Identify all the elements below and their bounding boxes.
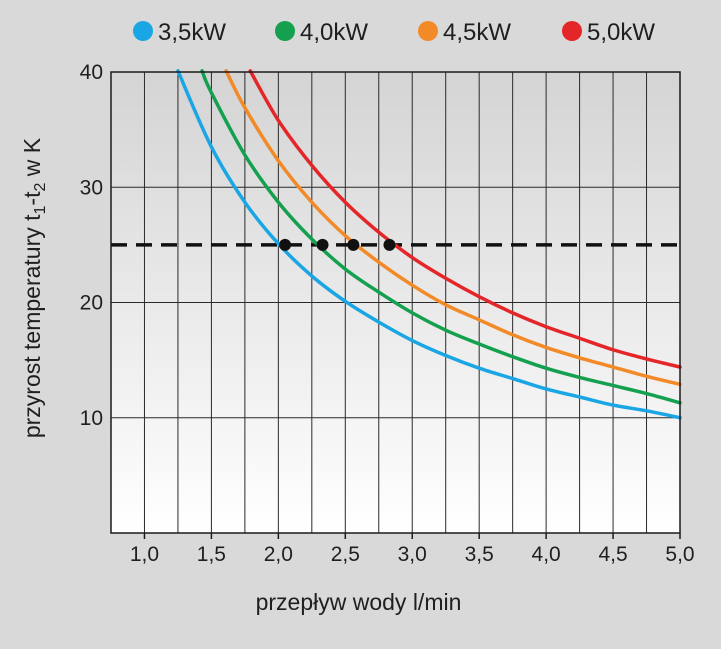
x-tick-label: 1,5 [197, 543, 226, 566]
x-tick-label: 1,0 [130, 543, 159, 566]
legend-label-4kw: 4,0kW [300, 19, 368, 46]
legend-swatch-5kw [562, 21, 582, 41]
legend: 3,5kW 4,0kW 4,5kW 5,0kW [133, 19, 655, 46]
legend-label-3.5kw: 3,5kW [158, 19, 226, 46]
y-axis-label: przyrost temperatury t1-t2 w K [19, 137, 49, 438]
x-tick-label: 4,5 [598, 543, 627, 566]
series-line-4kw [200, 69, 682, 405]
series-line-4.5kw [224, 69, 682, 387]
y-label-part: w K [19, 137, 45, 182]
series-line-3.5kw [176, 69, 682, 420]
y-label-subscript: 1 [32, 205, 49, 214]
series-group [176, 69, 682, 420]
x-tick-label: 3,5 [465, 543, 494, 566]
y-label-part: przyrost temperatury t [19, 214, 45, 438]
y-tick-label: 20 [80, 292, 103, 315]
x-axis-label: przepływ wody l/min [256, 589, 462, 615]
x-tick-label: 2,5 [331, 543, 360, 566]
y-tick-label: 30 [80, 176, 103, 199]
intersection-marker [383, 238, 396, 251]
y-tick-label: 40 [80, 61, 103, 84]
legend-swatch-4kw [275, 21, 295, 41]
x-tick-label: 3,0 [398, 543, 427, 566]
intersection-marker [316, 238, 329, 251]
y-axis-ticks: 10 20 30 40 [80, 61, 103, 430]
intersection-marker [279, 238, 292, 251]
y-label-part: -t [19, 191, 45, 206]
intersection-marker [347, 238, 360, 251]
legend-swatch-3.5kw [133, 21, 153, 41]
legend-label-4.5kw: 4,5kW [443, 19, 511, 46]
x-axis-ticks: 1,0 1,5 2,0 2,5 3,0 3,5 4,0 4,5 5,0 [130, 533, 695, 566]
series-line-5kw [248, 69, 682, 369]
marker-group [279, 238, 396, 251]
x-tick-label: 5,0 [665, 543, 694, 566]
x-tick-label: 4,0 [532, 543, 561, 566]
legend-swatch-4.5kw [418, 21, 438, 41]
x-tick-label: 2,0 [264, 543, 293, 566]
y-label-subscript: 2 [32, 182, 49, 191]
y-tick-label: 10 [80, 407, 103, 430]
plot-frame [110, 71, 681, 534]
legend-label-5kw: 5,0kW [587, 19, 655, 46]
